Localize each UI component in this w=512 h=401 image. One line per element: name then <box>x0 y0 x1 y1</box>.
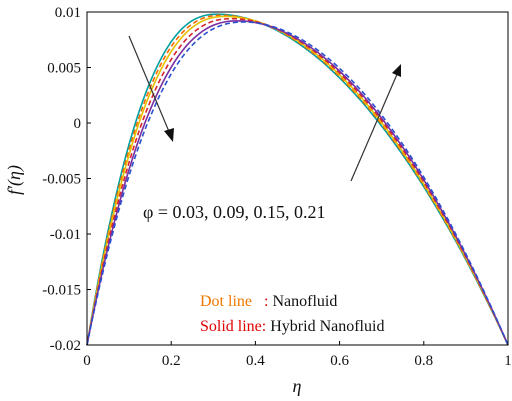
x-tick-label: 0.4 <box>246 353 265 369</box>
series-line-2 <box>86 15 509 346</box>
y-tick-label: -0.01 <box>50 227 81 243</box>
y-axis-label: f′(η) <box>4 165 25 195</box>
legend-dot-desc: Nanofluid <box>272 293 337 310</box>
y-tick-label: -0.005 <box>42 172 81 188</box>
tick-layer: 0 0.2 0.4 0.6 0.8 1 0.01 0.005 0 -0.005 -0.01 -0.01… <box>42 5 512 369</box>
series-line-3 <box>86 17 509 346</box>
legend-solid-desc: Hybrid Nanofluid <box>270 318 384 335</box>
y-tick-label: 0.01 <box>55 5 81 21</box>
legend-solid-entry: Solid line: Hybrid Nanofluid <box>200 318 384 335</box>
legend-dot-entry: Dot line : Nanofluid <box>200 293 337 310</box>
legend-dot-label: Dot line <box>200 293 252 310</box>
y-tick-label: 0.005 <box>47 61 81 77</box>
series-line-5 <box>86 21 509 346</box>
x-tick-label: 0.6 <box>330 353 349 369</box>
legend-solid-label: Solid line <box>200 318 262 335</box>
x-tick-label: 0.2 <box>162 353 181 369</box>
x-tick-label: 1 <box>504 353 512 369</box>
arrow-up-right <box>350 64 401 182</box>
x-tick-label: 0.8 <box>414 353 433 369</box>
y-tick-label: -0.02 <box>50 338 81 354</box>
series-line-4 <box>86 20 509 346</box>
y-tick-label: -0.015 <box>42 283 81 299</box>
series-layer <box>86 13 509 346</box>
x-axis-label: η <box>293 376 302 396</box>
phi-annotation: φ = 0.03, 0.09, 0.15, 0.21 <box>143 202 326 222</box>
legend: Dot line : Nanofluid Solid line: Hybrid … <box>200 293 384 335</box>
x-tick-label: 0 <box>83 353 91 369</box>
legend-solid-sep: : <box>262 318 270 335</box>
y-tick-label: 0 <box>74 116 82 132</box>
legend-dot-sep: : <box>252 293 272 310</box>
arrow-down-right <box>128 35 174 142</box>
